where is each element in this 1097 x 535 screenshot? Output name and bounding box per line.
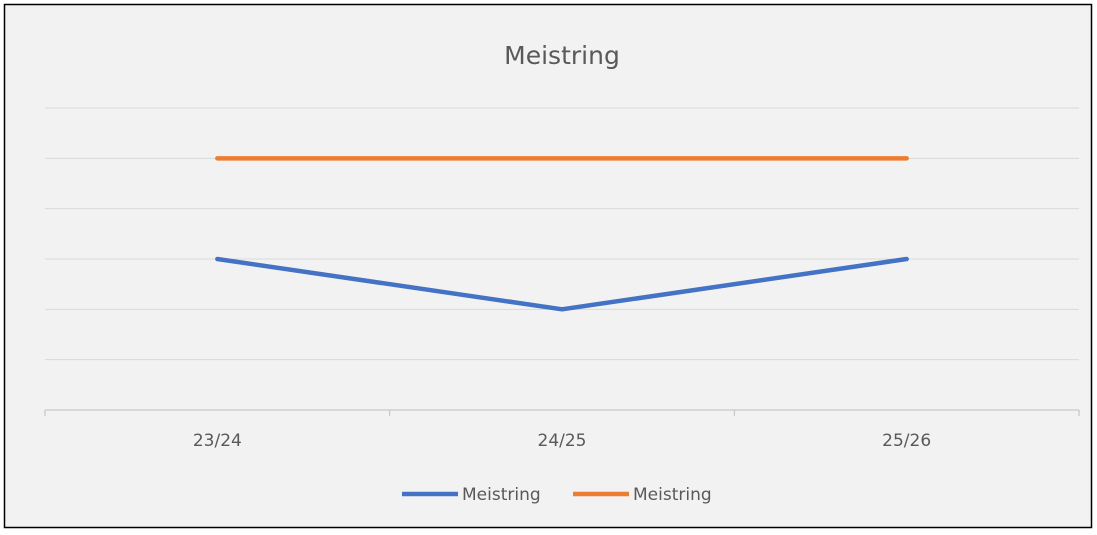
x-tick-label: 25/26 xyxy=(882,431,931,451)
legend-label: Meistring xyxy=(462,485,541,505)
legend-label: Meistring xyxy=(633,485,712,505)
chart-background xyxy=(3,3,1093,529)
chart-title: Meistring xyxy=(504,41,620,70)
x-tick-label: 24/25 xyxy=(538,431,587,451)
x-tick-label: 23/24 xyxy=(193,431,242,451)
line-series xyxy=(215,256,909,312)
